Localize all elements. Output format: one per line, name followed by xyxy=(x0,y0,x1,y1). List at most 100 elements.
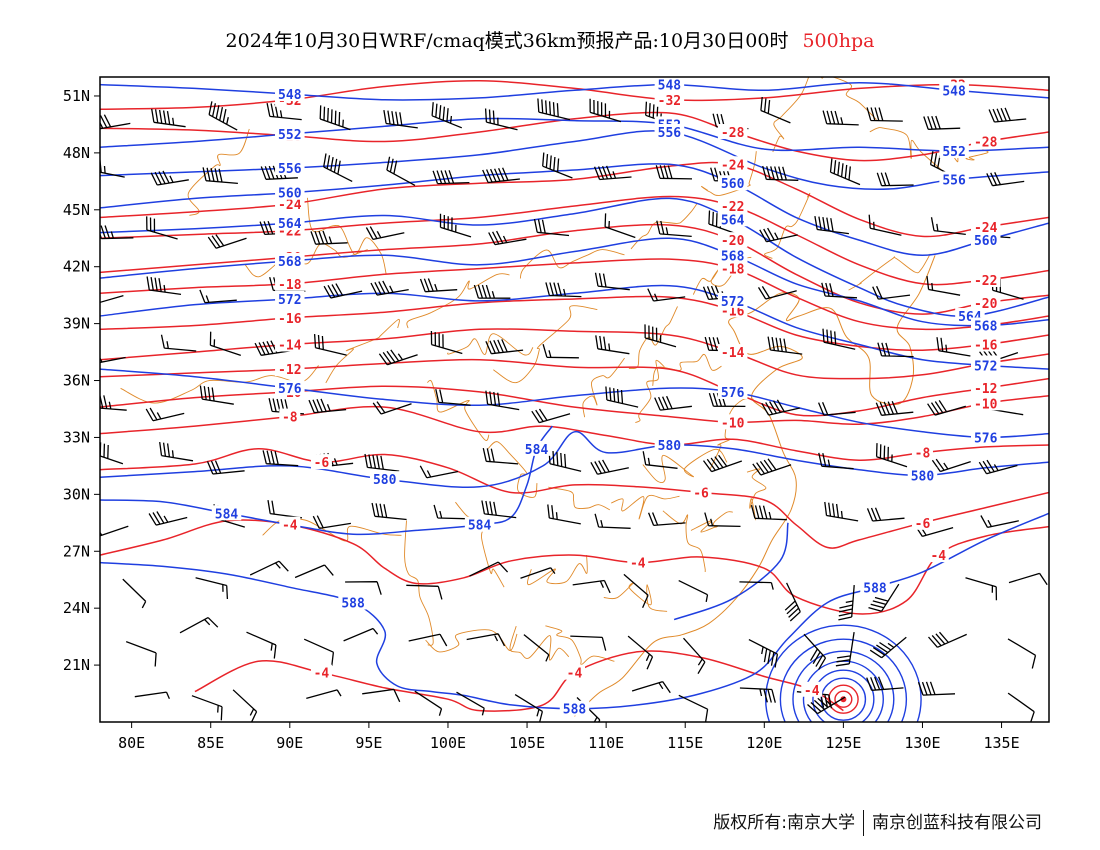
temperature-label-bg xyxy=(717,344,748,360)
wind-barb xyxy=(469,561,509,577)
height-label: 548 xyxy=(278,88,302,103)
temperature-label: -14 xyxy=(721,346,745,361)
province-boundary xyxy=(772,77,810,153)
wind-barb xyxy=(875,400,914,416)
y-tick-label: 48N xyxy=(63,144,90,162)
province-boundary xyxy=(427,379,490,441)
temperature-label: -16 xyxy=(974,338,998,353)
height-label-bg xyxy=(907,467,938,483)
wind-barb xyxy=(678,694,709,722)
temperature-label-bg xyxy=(627,554,649,570)
temperature-isotherm xyxy=(100,448,1049,549)
wind-barb xyxy=(748,639,779,668)
temperature-label-bg xyxy=(275,196,305,212)
temperature-label: -4 xyxy=(930,549,946,564)
temperature-label-bg xyxy=(717,198,748,213)
height-label-bg xyxy=(717,292,748,308)
height-label-bg xyxy=(970,317,1001,333)
wind-barb xyxy=(739,581,774,590)
pressure-level-label: 500hpa xyxy=(802,30,875,52)
height-label-bg xyxy=(939,82,969,98)
cyclone-contour-ring xyxy=(827,684,859,714)
wind-barb xyxy=(364,453,400,472)
wind-barb xyxy=(866,107,903,122)
copyright-text: 版权所有:南京大学 xyxy=(713,813,855,833)
wind-barb xyxy=(262,450,299,467)
wind-barb xyxy=(642,451,678,469)
height-label-bg xyxy=(275,253,305,269)
wind-barb xyxy=(313,334,347,356)
temperature-label-bg xyxy=(717,124,748,140)
temperature-label: -6 xyxy=(915,517,931,532)
temperature-label: -22 xyxy=(974,274,997,289)
wind-barb xyxy=(936,337,971,357)
height-label: 556 xyxy=(278,162,302,177)
temperature-label: -4 xyxy=(630,557,646,572)
height-label-bg xyxy=(275,380,305,396)
temperature-label: -14 xyxy=(278,338,302,353)
y-tick-label: 36N xyxy=(63,372,90,390)
height-label: 552 xyxy=(942,145,965,160)
wind-barb xyxy=(310,230,348,245)
wind-barb xyxy=(829,158,861,186)
wind-barb xyxy=(760,96,791,124)
province-boundary xyxy=(628,306,678,370)
height-label-bg xyxy=(970,357,1001,373)
wind-barb xyxy=(343,627,379,642)
province-boundary xyxy=(603,582,668,612)
wind-barb xyxy=(146,216,178,240)
x-tick-label: 135E xyxy=(983,734,1019,752)
y-tick-label: 51N xyxy=(63,87,90,105)
province-boundary xyxy=(447,333,534,356)
x-tick-label: 90E xyxy=(276,734,303,752)
height-label: 588 xyxy=(863,581,887,596)
height-label: 580 xyxy=(658,439,682,454)
wind-barb xyxy=(100,225,134,240)
wind-barb xyxy=(249,560,289,576)
height-label: 584 xyxy=(468,519,492,534)
temperature-label-bg xyxy=(275,336,305,352)
wind-barb xyxy=(151,108,186,128)
province-boundary xyxy=(820,77,877,121)
wind-barb xyxy=(767,336,803,355)
height-label-bg xyxy=(464,516,495,532)
height-label: 548 xyxy=(658,79,682,94)
temperature-label: -6 xyxy=(314,456,330,471)
wind-barb xyxy=(179,617,219,634)
temperature-label: -22 xyxy=(721,200,744,215)
y-tick-label: 45N xyxy=(63,201,90,219)
cyclone-contour-ring xyxy=(812,669,875,722)
province-boundary xyxy=(325,319,400,384)
temperature-label: -8 xyxy=(282,411,298,426)
height-label-bg xyxy=(521,440,552,456)
wind-barb xyxy=(431,102,463,129)
wind-barb xyxy=(678,580,709,603)
wind-barb xyxy=(100,158,125,178)
temperature-label-bg xyxy=(801,681,823,697)
height-label-bg xyxy=(717,247,748,263)
footer-credits: 版权所有:南京大学 南京创蓝科技有限公司 xyxy=(713,808,1042,836)
temperature-label: -32 xyxy=(658,94,681,109)
province-boundary xyxy=(611,494,680,520)
wind-barb xyxy=(654,395,692,411)
temperature-label: -18 xyxy=(278,278,302,293)
height-label: 564 xyxy=(278,217,302,232)
province-boundary xyxy=(848,253,931,291)
temperature-label: -24 xyxy=(721,158,745,173)
footer-separator xyxy=(863,810,864,836)
height-label-bg xyxy=(275,290,305,306)
wind-barb xyxy=(100,394,127,411)
wind-barb xyxy=(365,226,405,241)
wind-barb xyxy=(647,288,686,302)
wind-barb xyxy=(631,680,671,694)
wind-barb xyxy=(456,691,485,716)
province-boundary xyxy=(509,625,570,661)
wind-barb xyxy=(484,108,518,131)
wind-barb xyxy=(1007,638,1037,669)
wind-barb xyxy=(488,230,527,246)
wind-barb xyxy=(817,401,856,416)
wind-barb xyxy=(594,513,631,529)
height-label-bg xyxy=(369,471,400,487)
wind-barb xyxy=(378,349,418,366)
province-boundary xyxy=(545,625,615,665)
